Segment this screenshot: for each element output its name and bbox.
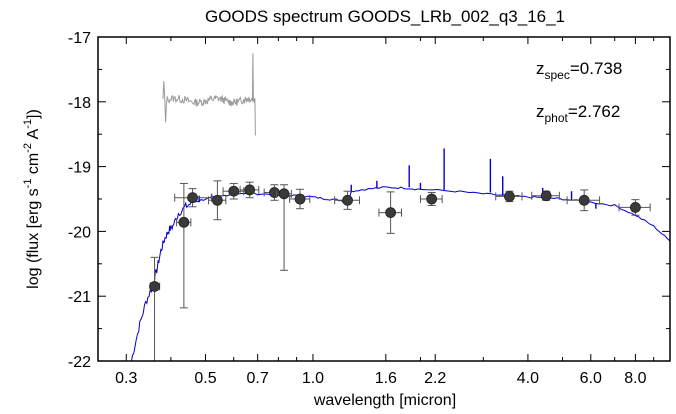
x-axis-label: wavelength [micron] [313, 392, 456, 409]
x-tick-label: 0.7 [247, 370, 269, 387]
x-tick-label: 6.0 [580, 370, 602, 387]
z-spec-value: =0.738 [570, 59, 622, 78]
y-axis-label-mid2: A [25, 128, 42, 143]
y-tick-label: -17 [68, 30, 91, 47]
photometry-point [618, 199, 651, 216]
z-phot-subscript: phot [545, 111, 569, 125]
z-spec-annotation: zspec=0.738 [536, 59, 622, 82]
x-tick-label: 1.0 [302, 370, 324, 387]
y-axis-label-exp1: -1 [22, 179, 34, 189]
y-axis-label-exp3: -1 [22, 119, 34, 129]
y-axis-label-mid1: cm [25, 153, 42, 179]
photometry-point [208, 180, 227, 221]
z-phot-symbol: z [536, 102, 545, 121]
y-axis: -22 -21 -20 -19 -18 -17 [68, 30, 670, 371]
x-axis: 0.3 0.5 0.7 1.0 1.6 2.2 4.0 6.0 8.0 [115, 37, 655, 387]
y-tick-label: -20 [68, 224, 91, 241]
y-tick-label: -19 [68, 160, 91, 177]
observed-spectrum [162, 53, 256, 136]
z-spec-subscript: spec [545, 68, 570, 82]
photometry-point [531, 190, 560, 202]
photometry-points [149, 180, 651, 361]
y-tick-label: -22 [68, 354, 91, 371]
z-phot-value: =2.762 [568, 102, 620, 121]
z-spec-symbol: z [536, 59, 545, 78]
z-phot-annotation: zphot=2.762 [536, 102, 620, 125]
y-axis-label-end: ]) [25, 109, 42, 119]
photometry-point [275, 184, 292, 271]
photometry-point [378, 191, 402, 234]
x-tick-label: 8.0 [624, 370, 646, 387]
x-tick-label: 2.2 [424, 370, 446, 387]
x-tick-label: 0.5 [194, 370, 216, 387]
y-axis-label-exp2: -2 [22, 143, 34, 153]
photometry-point [566, 189, 601, 212]
photometry-point [419, 192, 443, 206]
photometry-point [149, 256, 161, 361]
photometry-point [334, 190, 360, 210]
x-tick-label: 1.6 [375, 370, 397, 387]
x-tick-label: 0.3 [115, 370, 137, 387]
x-tick-label: 4.0 [517, 370, 539, 387]
y-axis-label: log (flux [erg s-1 cm-2 A-1]) [22, 109, 42, 289]
photometry-point [239, 181, 260, 199]
y-axis-label-base: log (flux [erg s [25, 188, 42, 288]
model-sed [130, 148, 671, 362]
y-tick-label: -21 [68, 289, 91, 306]
chart-title: GOODS spectrum GOODS_LRb_002_q3_16_1 [205, 7, 565, 26]
photometry-point [174, 188, 213, 208]
y-tick-label: -18 [68, 95, 91, 112]
photometry-point [495, 190, 523, 203]
photometry-point [289, 188, 311, 210]
photometry-point [176, 182, 192, 309]
